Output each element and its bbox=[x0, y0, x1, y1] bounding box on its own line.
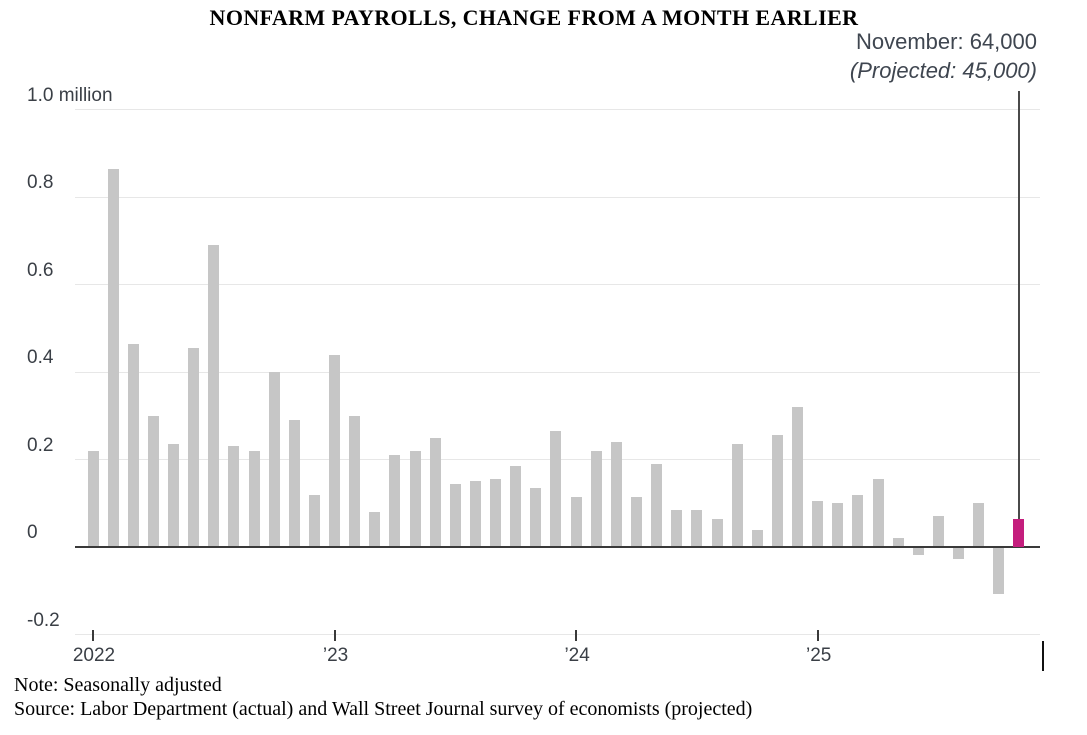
y-axis-label: 0.2 bbox=[27, 434, 54, 456]
x-axis-year-label: ’25 bbox=[806, 645, 832, 666]
bar bbox=[510, 466, 522, 547]
bar bbox=[651, 463, 663, 547]
bar bbox=[872, 479, 884, 547]
bar bbox=[832, 503, 844, 547]
bar bbox=[953, 548, 965, 559]
bar bbox=[87, 450, 99, 547]
chart-title: NONFARM PAYROLLS, CHANGE FROM A MONTH EA… bbox=[209, 5, 859, 30]
y-axis-label: 0 bbox=[27, 522, 38, 543]
bar bbox=[550, 431, 562, 547]
gridline bbox=[75, 634, 1040, 635]
x-axis-tick bbox=[575, 630, 578, 641]
bar bbox=[973, 503, 985, 547]
bar bbox=[127, 343, 139, 547]
bar bbox=[590, 450, 602, 547]
bar bbox=[771, 435, 783, 547]
bar bbox=[530, 487, 542, 547]
bar bbox=[188, 347, 200, 547]
bar bbox=[268, 372, 280, 547]
callout-annotation: November: 64,000 (Projected: 45,000) bbox=[850, 27, 1037, 85]
bar bbox=[208, 245, 220, 547]
bar bbox=[610, 442, 622, 547]
bar bbox=[469, 481, 481, 547]
bar bbox=[369, 512, 381, 547]
y-axis-label: 0.8 bbox=[27, 172, 54, 193]
bar bbox=[852, 494, 864, 547]
bar bbox=[389, 455, 401, 547]
y-axis-label: 0.6 bbox=[27, 259, 54, 281]
bar bbox=[409, 450, 421, 547]
bar bbox=[912, 548, 924, 555]
bar bbox=[490, 479, 502, 547]
x-axis-end-tick bbox=[1042, 641, 1044, 671]
x-axis-year-label: ’24 bbox=[564, 645, 590, 666]
gridline bbox=[75, 284, 1040, 285]
bar bbox=[107, 168, 119, 547]
bar bbox=[993, 548, 1005, 594]
y-axis-label: -0.2 bbox=[27, 609, 60, 631]
bar bbox=[248, 450, 260, 547]
gridline bbox=[75, 196, 1040, 198]
bar bbox=[631, 496, 643, 547]
highlighted-bar bbox=[1013, 519, 1025, 547]
bar bbox=[792, 407, 804, 547]
bar bbox=[168, 444, 180, 547]
bar bbox=[671, 509, 683, 547]
bar bbox=[570, 496, 582, 547]
bar bbox=[329, 354, 341, 547]
x-axis-tick bbox=[816, 630, 819, 641]
annotation-actual-value: November: 64,000 bbox=[856, 29, 1037, 54]
x-axis-year-label: 2022 bbox=[72, 645, 116, 666]
bar bbox=[711, 518, 723, 547]
bar bbox=[812, 501, 824, 547]
y-axis-label: 1.0 million bbox=[27, 84, 113, 106]
bar bbox=[288, 420, 300, 547]
bar bbox=[349, 415, 361, 547]
callout-line bbox=[1017, 91, 1020, 519]
note-text: Note: Seasonally adjusted bbox=[14, 674, 222, 696]
x-axis-tick bbox=[333, 630, 336, 641]
bar bbox=[449, 483, 461, 547]
x-axis-tick bbox=[92, 630, 94, 641]
x-axis-year-label: ’23 bbox=[322, 645, 349, 666]
zero-baseline bbox=[75, 546, 1040, 548]
bar bbox=[147, 415, 159, 547]
bar bbox=[308, 494, 320, 547]
source-text: Source: Labor Department (actual) and Wa… bbox=[14, 698, 753, 720]
y-axis-label: 0.4 bbox=[27, 347, 54, 368]
bar bbox=[228, 446, 240, 547]
gridline bbox=[75, 109, 1040, 110]
annotation-projected-value: (Projected: 45,000) bbox=[849, 58, 1037, 83]
bar bbox=[892, 538, 904, 547]
bar bbox=[731, 444, 743, 547]
gridline bbox=[75, 371, 1040, 373]
bar bbox=[751, 529, 763, 547]
bar bbox=[932, 516, 944, 547]
bar bbox=[691, 509, 703, 547]
bar bbox=[429, 437, 441, 547]
